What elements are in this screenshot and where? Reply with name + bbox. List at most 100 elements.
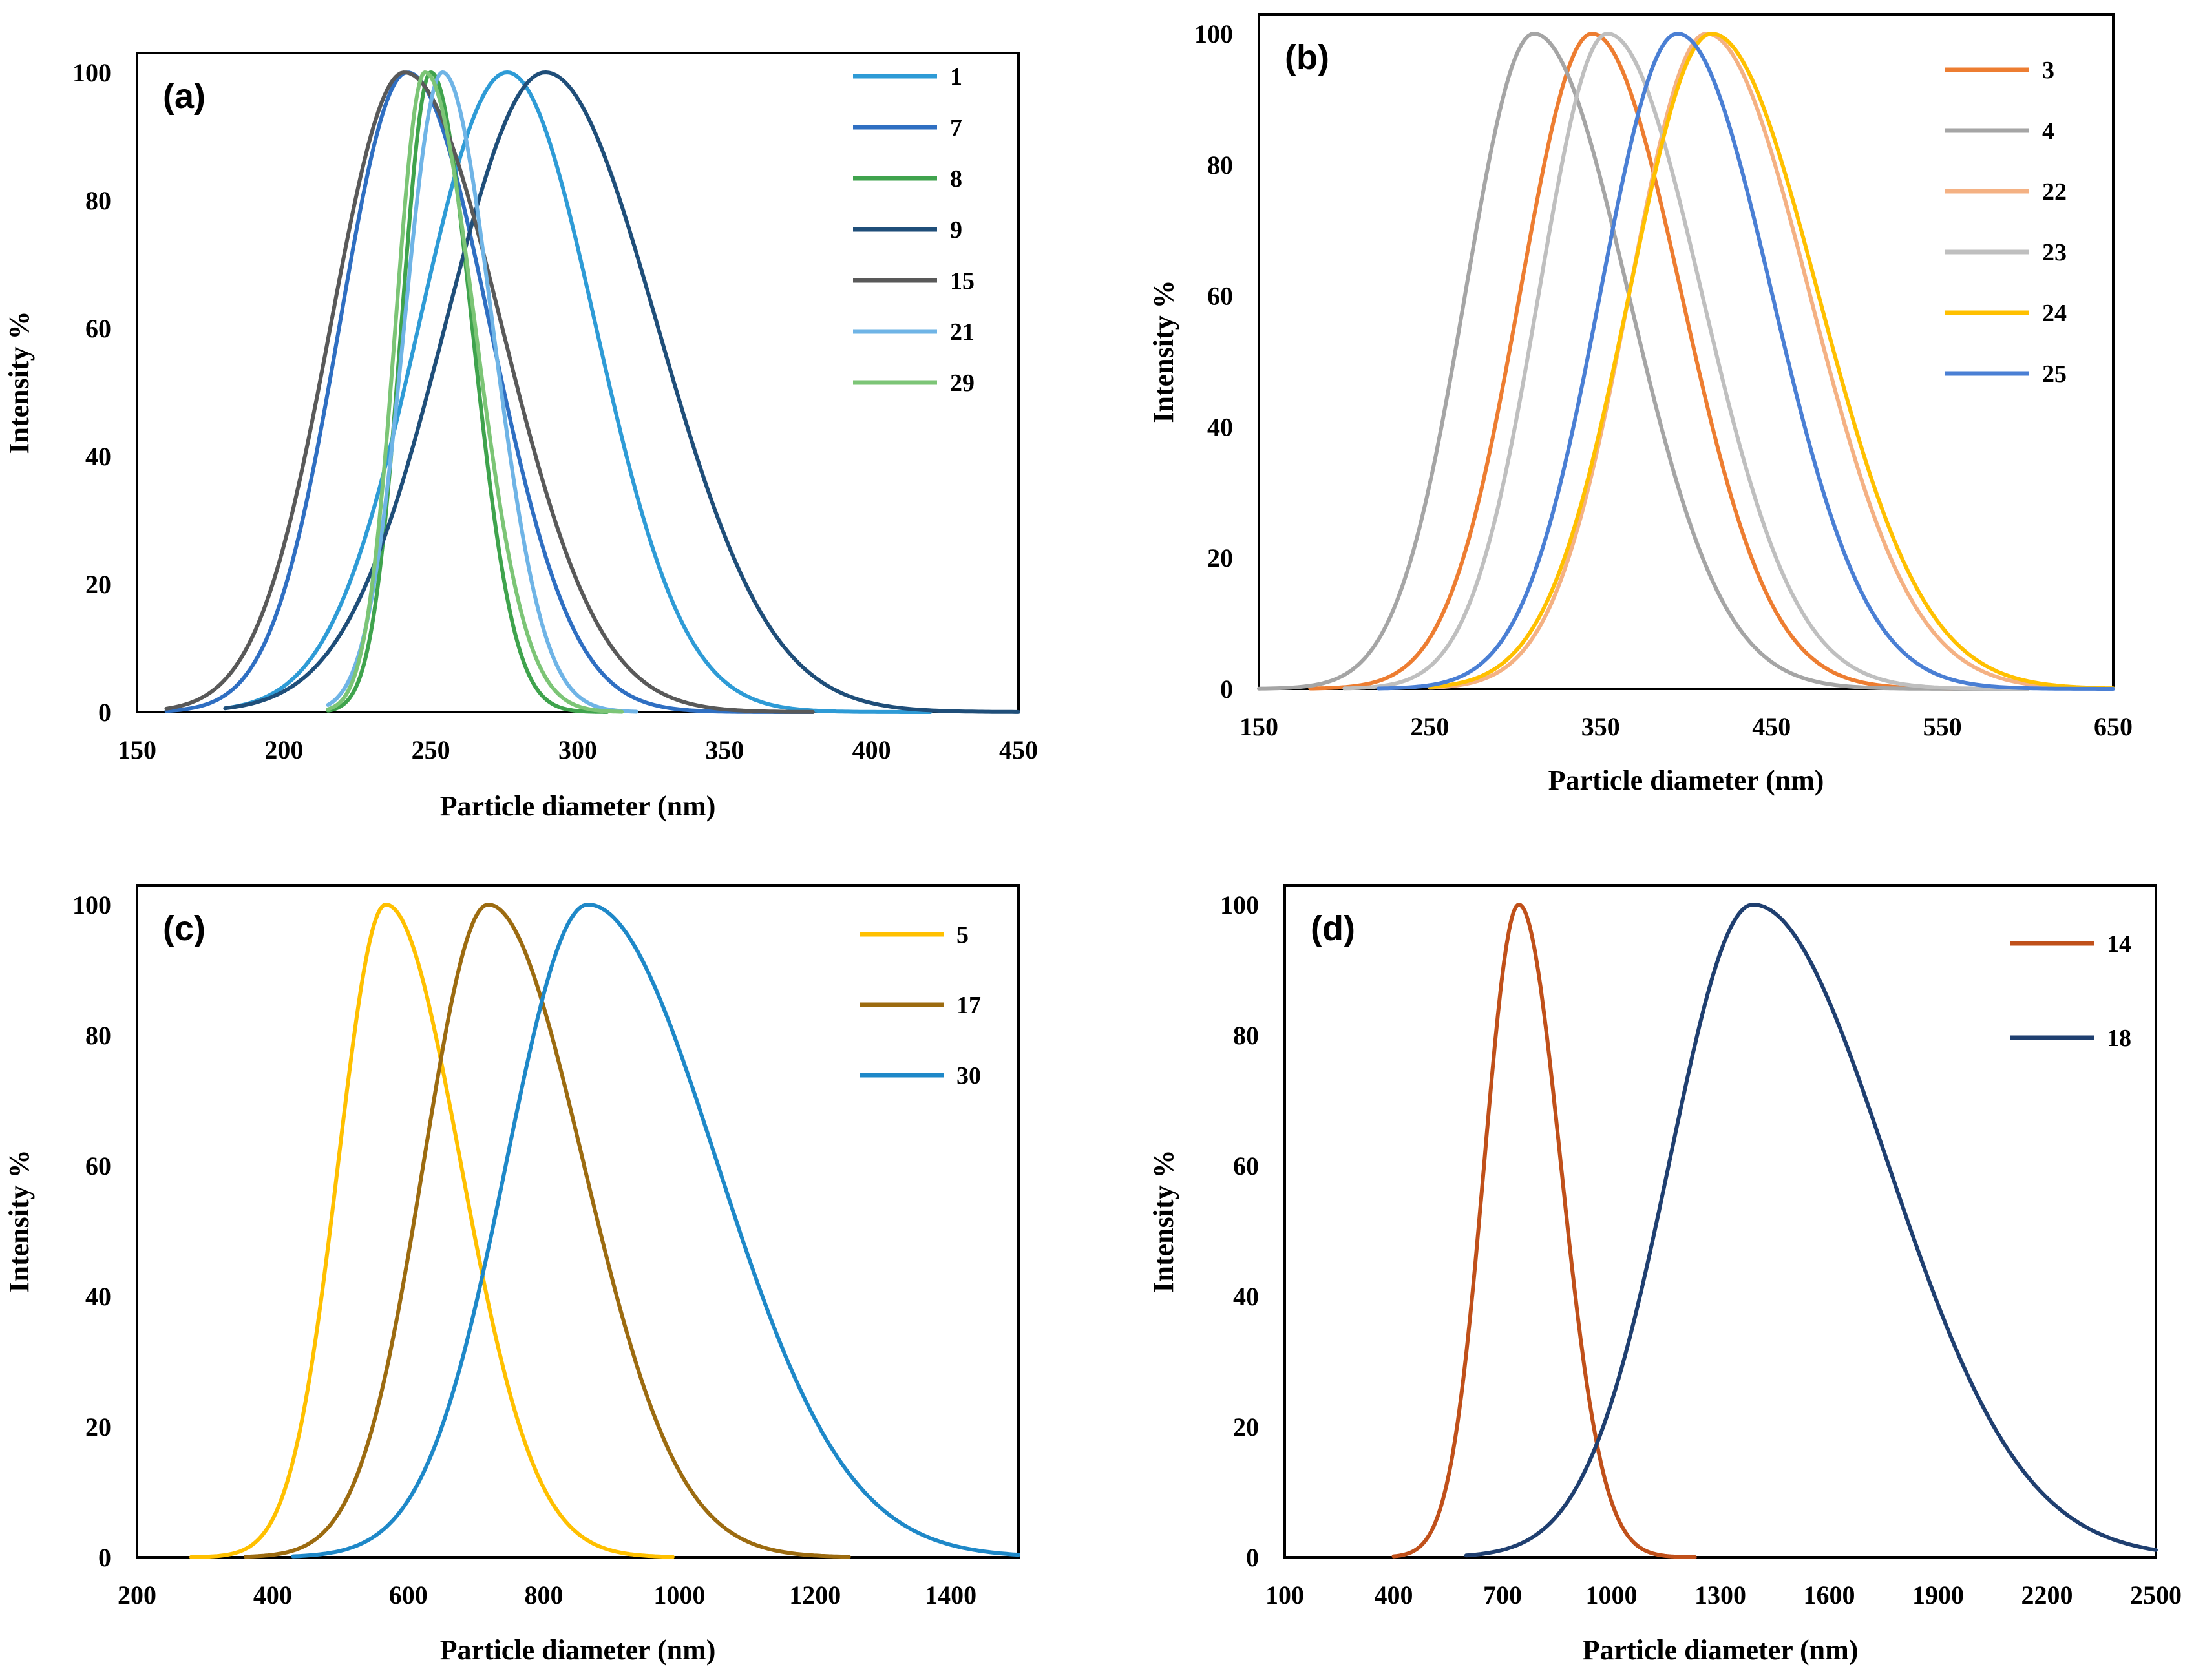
x-tick-label: 800 [525,1580,564,1610]
y-tick-label: 60 [85,1151,111,1181]
series-line-4 [1257,32,2030,691]
series-line-14 [1391,903,1697,1559]
x-tick-label: 1900 [1912,1580,1964,1610]
series-line-5 [189,903,675,1559]
x-axis-title: Particle diameter (nm) [1548,764,1824,796]
x-tick-label: 400 [852,735,891,764]
series-line-29 [326,70,624,714]
y-tick-label: 80 [85,186,111,215]
x-tick-label: 1300 [1694,1580,1746,1610]
y-tick-label: 100 [1220,890,1259,919]
y-tick-label: 0 [98,1543,111,1572]
panel-c-chart: 0 20 40 60 80 100 200 400 600 800 1000 1200 1400 Part… [3,884,1020,1666]
series-line-18 [1464,903,2158,1558]
series-line-1 [223,70,933,714]
y-tick-label: 60 [1207,282,1233,311]
y-axis-title: Intensity % [1148,280,1179,423]
x-tick-label: 400 [1375,1580,1413,1610]
legend-label-17: 17 [956,992,981,1019]
legend-label-5: 5 [956,921,969,949]
y-tick-label: 20 [1233,1412,1259,1442]
series-line-21 [326,70,638,714]
legend-label-25: 25 [2042,361,2067,388]
y-tick-label: 40 [85,1282,111,1311]
x-tick-label: 2500 [2130,1580,2182,1610]
y-axis-title: Intensity % [3,1150,35,1292]
y-tick-label: 20 [85,570,111,599]
series-line-23 [1342,32,2030,691]
series-line-8 [326,70,609,714]
y-tick-label: 100 [72,890,111,919]
y-tick-label: 100 [1194,19,1233,48]
x-tick-label: 300 [558,735,597,764]
y-tick-label: 40 [1207,412,1233,441]
y-axis-title: Intensity % [1148,1150,1179,1292]
x-tick-label: 700 [1483,1580,1522,1610]
x-tick-label: 450 [999,735,1038,764]
y-axis-title: Intensity % [3,311,35,454]
series-line-15 [164,70,815,714]
y-tick-label: 80 [1233,1021,1259,1050]
y-tick-label: 0 [1220,675,1233,704]
panel-a-chart: 0 20 40 60 80 100 150 200 250 300 350 400 450 Particl… [3,52,1038,822]
y-tick-label: 0 [98,698,111,727]
panel-d-chart: 0 20 40 60 80 100 100 400 700 1000 1300 1600 1900 220… [1148,884,2182,1666]
legend-label-29: 29 [950,370,975,397]
series-line-7 [164,70,815,714]
x-tick-label: 350 [1581,712,1620,741]
legend-label-18: 18 [2107,1025,2131,1052]
plot-frame-c [136,884,1020,1559]
panel-b-chart: 0 20 40 60 80 100 150 250 350 450 550 650 Particle d… [1148,13,2133,796]
panel-label: (c) [163,909,206,948]
legend-label-8: 8 [950,165,962,193]
plot-frame-d [1283,884,2157,1559]
series-line-24 [1428,32,2115,691]
x-tick-label: 2200 [2021,1580,2073,1610]
x-tick-label: 250 [412,735,450,764]
x-axis-title: Particle diameter (nm) [440,1634,716,1666]
y-tick-label: 80 [85,1021,111,1050]
legend-label-15: 15 [950,268,975,295]
x-tick-label: 150 [1240,712,1278,741]
legend-label-30: 30 [956,1062,981,1089]
panel-label: (a) [163,77,206,116]
x-tick-label: 150 [118,735,156,764]
legend-label-22: 22 [2042,178,2067,205]
y-tick-label: 20 [85,1412,111,1442]
x-tick-label: 100 [1265,1580,1304,1610]
x-tick-label: 250 [1410,712,1449,741]
x-tick-label: 1600 [1804,1580,1855,1610]
series-line-17 [243,903,851,1559]
y-tick-label: 60 [85,314,111,343]
x-tick-label: 200 [118,1580,156,1610]
x-tick-label: 450 [1752,712,1791,741]
series-line-22 [1428,32,2115,691]
y-tick-label: 0 [1246,1543,1259,1572]
legend-label-24: 24 [2042,300,2067,327]
x-tick-label: 550 [1923,712,1962,741]
series-line-9 [223,70,1020,714]
series-line-25 [1377,32,2115,691]
x-tick-label: 200 [264,735,303,764]
legend-label-4: 4 [2042,118,2054,145]
plot-frame-b [1258,13,2115,690]
legend-label-7: 7 [950,114,962,142]
legend-label-14: 14 [2107,930,2131,958]
y-tick-label: 100 [72,58,111,87]
legend-label-1: 1 [950,63,962,90]
x-tick-label: 1000 [653,1580,705,1610]
x-tick-label: 1200 [789,1580,841,1610]
x-tick-label: 1000 [1586,1580,1638,1610]
y-tick-label: 20 [1207,543,1233,572]
x-tick-label: 350 [705,735,744,764]
legend-label-9: 9 [950,216,962,244]
y-tick-label: 40 [85,442,111,471]
x-tick-label: 650 [2094,712,2133,741]
x-tick-label: 400 [253,1580,292,1610]
y-tick-label: 60 [1233,1151,1259,1181]
x-tick-label: 1400 [925,1580,976,1610]
x-axis-title: Particle diameter (nm) [1583,1634,1859,1666]
panel-label: (d) [1311,909,1355,948]
legend-label-23: 23 [2042,239,2067,266]
